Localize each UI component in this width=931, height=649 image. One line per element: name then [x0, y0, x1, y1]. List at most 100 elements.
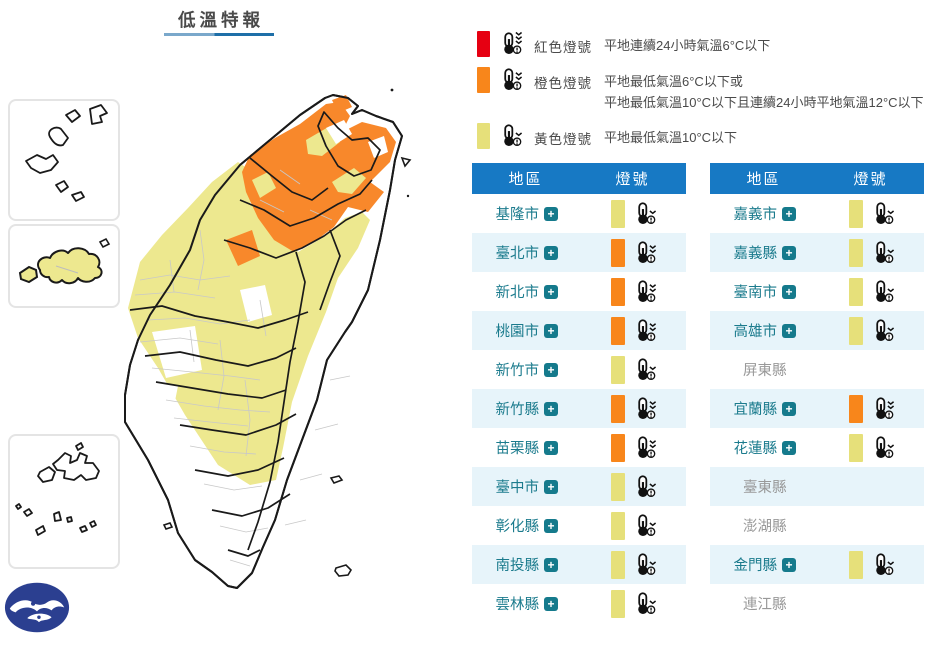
signal-swatch	[848, 550, 863, 579]
signal-swatch	[610, 589, 625, 618]
legend-row: 黃色燈號 平地最低氣溫10°C以下	[477, 123, 929, 149]
thermometer-icon	[638, 397, 656, 420]
expand-region-button[interactable]: +	[544, 596, 559, 611]
expand-region-button[interactable]: +	[782, 323, 797, 338]
region-link[interactable]: 桃園市	[495, 324, 540, 340]
expand-region-button[interactable]: +	[544, 518, 559, 533]
signal-swatch	[610, 199, 625, 228]
title-underline	[164, 33, 274, 36]
table-row: 嘉義縣 +	[710, 233, 924, 272]
table-row: 南投縣 +	[472, 545, 686, 584]
table-row: 臺中市 +	[472, 467, 686, 506]
region-link[interactable]: 高雄市	[733, 324, 778, 340]
thermometer-icon	[638, 358, 656, 381]
warning-table-east: 地區 燈號 嘉義市 + 嘉義縣 +	[710, 163, 924, 623]
offshore-islands	[162, 88, 412, 577]
legend: 紅色燈號 平地連續24小時氣溫6°C以下 橙色燈號 平地最低氣溫6°C以下或 平地…	[477, 31, 929, 159]
thermometer-icon	[638, 592, 656, 615]
expand-region-button[interactable]: +	[544, 323, 559, 338]
signal-swatch	[848, 238, 863, 267]
expand-region-button[interactable]: +	[544, 284, 559, 299]
expand-region-button[interactable]: +	[544, 479, 559, 494]
region-link[interactable]: 新北市	[495, 285, 540, 301]
legend-label: 黃色燈號	[534, 132, 592, 147]
region-link[interactable]: 金門縣	[733, 558, 778, 574]
thermometer-icon	[638, 202, 656, 225]
expand-region-button[interactable]: +	[782, 206, 797, 221]
map-unlit-patch	[148, 380, 178, 416]
region-link[interactable]: 花蓮縣	[733, 441, 778, 457]
legend-row: 紅色燈號 平地連續24小時氣溫6°C以下	[477, 31, 929, 57]
table-row: 高雄市 +	[710, 311, 924, 350]
region-link: 連江縣	[743, 597, 787, 613]
legend-label: 橙色燈號	[534, 76, 592, 91]
region-link[interactable]: 基隆市	[495, 207, 540, 223]
table-row: 彰化縣 +	[472, 506, 686, 545]
thermometer-icon	[638, 241, 656, 264]
column-header-region: 地區	[746, 171, 781, 188]
thermometer-icon	[638, 280, 656, 303]
thermometer-icon	[876, 280, 894, 303]
thermometer-icon	[638, 319, 656, 342]
thermometer-icon	[638, 514, 656, 537]
expand-region-button[interactable]: +	[782, 284, 797, 299]
map-region-orange-coast[interactable]	[332, 95, 352, 113]
taiwan-map[interactable]	[100, 80, 420, 640]
table-row: 桃園市 +	[472, 311, 686, 350]
region-link[interactable]: 臺中市	[495, 480, 540, 496]
region-link: 屏東縣	[743, 363, 787, 379]
expand-region-button[interactable]: +	[782, 557, 797, 572]
legend-label: 紅色燈號	[534, 40, 592, 55]
inset-kinmen-island[interactable]	[8, 224, 120, 308]
expand-region-button[interactable]: +	[544, 440, 559, 455]
region-link[interactable]: 嘉義市	[733, 207, 778, 223]
region-link[interactable]: 臺北市	[495, 246, 540, 262]
expand-region-button[interactable]: +	[544, 557, 559, 572]
inset-matsu-islands[interactable]	[8, 99, 120, 221]
legend-swatch	[477, 67, 490, 93]
legend-swatch	[477, 123, 490, 149]
region-link[interactable]: 彰化縣	[495, 519, 540, 535]
inset-penghu-islands[interactable]	[8, 434, 120, 569]
expand-region-button[interactable]: +	[782, 245, 797, 260]
region-link[interactable]: 苗栗縣	[495, 441, 540, 457]
map-region-orange-inland[interactable]	[226, 230, 260, 266]
taiwan-outline	[124, 94, 403, 589]
table-row: 苗栗縣 +	[472, 428, 686, 467]
expand-region-button[interactable]: +	[782, 401, 797, 416]
region-link[interactable]: 宜蘭縣	[733, 402, 778, 418]
region-link[interactable]: 臺南市	[733, 285, 778, 301]
legend-swatch	[477, 31, 490, 57]
table-row: 新竹縣 +	[472, 389, 686, 428]
signal-swatch	[610, 433, 625, 462]
expand-region-button[interactable]: +	[544, 401, 559, 416]
thermometer-icon	[638, 436, 656, 459]
map-region-yellow-band[interactable]	[128, 162, 370, 485]
matsu-islands-map	[25, 104, 108, 202]
region-link[interactable]: 新竹縣	[495, 402, 540, 418]
expand-region-button[interactable]: +	[544, 362, 559, 377]
table-header: 地區 燈號	[710, 163, 924, 194]
column-header-region: 地區	[508, 171, 543, 188]
column-header-signal: 燈號	[615, 171, 650, 188]
expand-region-button[interactable]: +	[544, 206, 559, 221]
table-body: 基隆市 + 臺北市 +	[472, 194, 686, 623]
region-link[interactable]: 嘉義縣	[733, 246, 778, 262]
thermometer-icon	[876, 397, 894, 420]
map-region-yellow-patch[interactable]	[252, 172, 276, 198]
region-link[interactable]: 新竹市	[495, 363, 540, 379]
signal-swatch	[848, 394, 863, 423]
expand-region-button[interactable]: +	[544, 245, 559, 260]
signal-swatch	[848, 199, 863, 228]
region-link[interactable]: 雲林縣	[495, 597, 540, 613]
table-row: 基隆市 +	[472, 194, 686, 233]
table-row: 新北市 +	[472, 272, 686, 311]
region-link[interactable]: 南投縣	[495, 558, 540, 574]
expand-region-button[interactable]: +	[782, 440, 797, 455]
thermometer-icon	[876, 436, 894, 459]
thermometer-icon	[504, 31, 523, 55]
thermometer-icon	[504, 68, 523, 91]
signal-swatch	[610, 550, 625, 579]
thermometer-icon	[638, 553, 656, 576]
table-row: 澎湖縣 +	[710, 506, 924, 545]
